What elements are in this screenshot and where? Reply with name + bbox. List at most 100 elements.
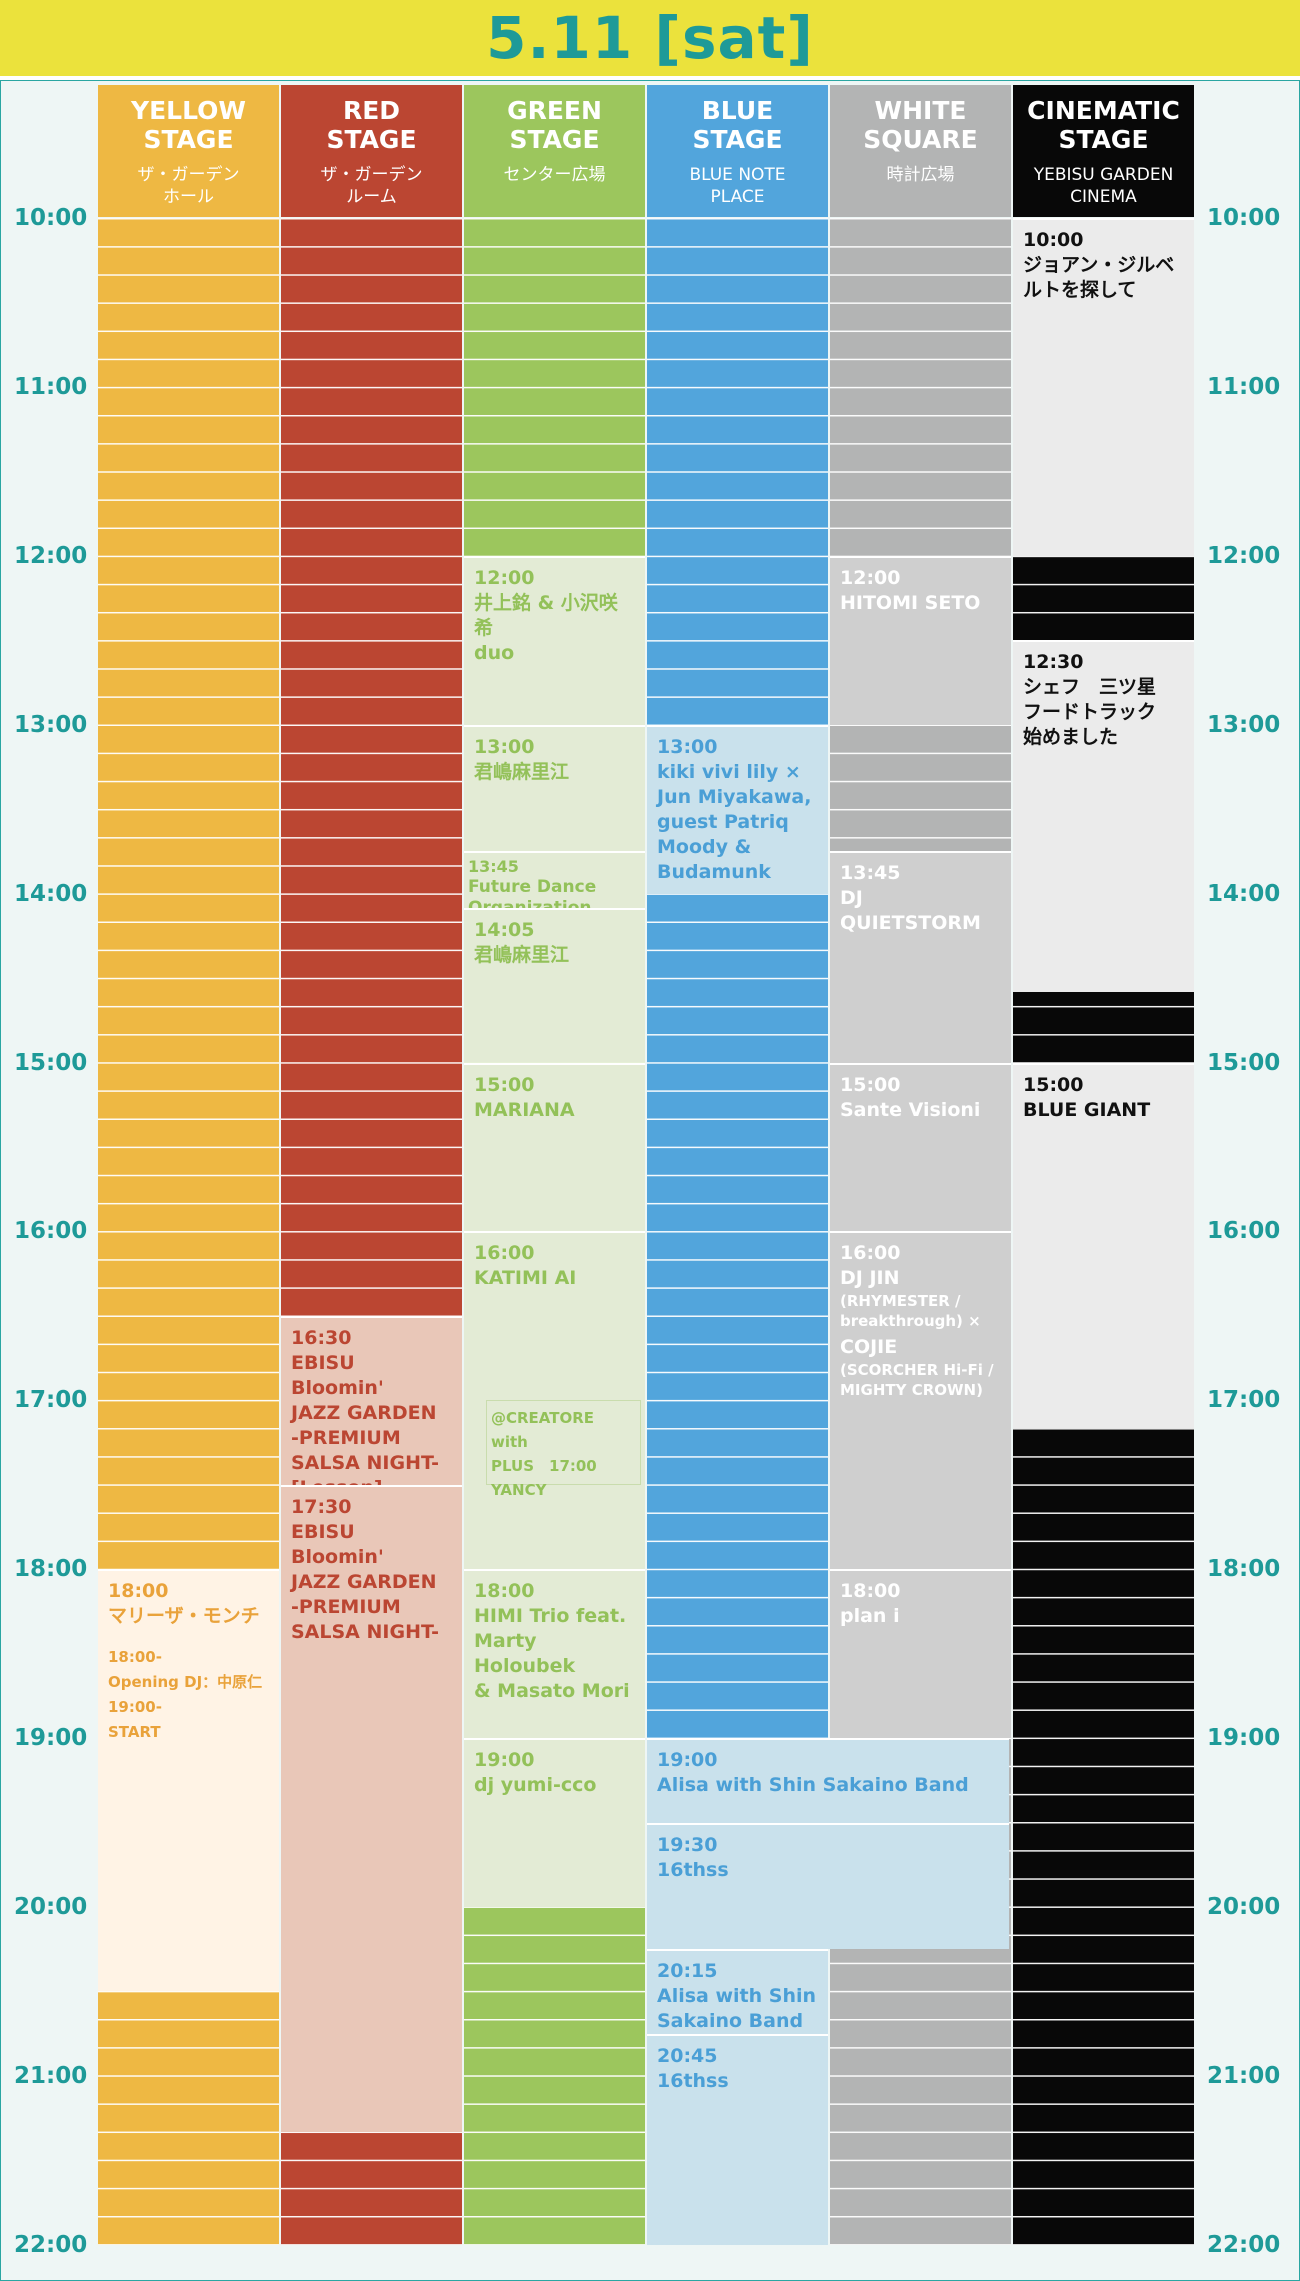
- stage-venue: センター広場: [503, 165, 606, 185]
- event-block-white[interactable]: 18:00 plan i: [830, 1569, 1011, 1739]
- event-title: dj yumi-cco: [474, 1774, 597, 1797]
- stage-venue: 時計広場: [886, 165, 955, 185]
- event-sub-box[interactable]: @CREATORE with PLUS 17:00 YANCY: [486, 1400, 641, 1499]
- event-time: 13:45: [468, 857, 519, 877]
- event-block-cinematic[interactable]: 10:00 ジョアン・ジルベ ルトを探して: [1013, 218, 1194, 556]
- time-label-right: 12:00: [1207, 542, 1281, 569]
- event-title: 16thss: [657, 1858, 729, 1881]
- event-title: シェフ 三ツ星 フードトラック 始めました: [1023, 676, 1157, 749]
- stage-name: WHITE SQUARE: [863, 96, 978, 154]
- date-banner: 5.11 [sat]: [0, 0, 1300, 76]
- event-block-white[interactable]: 16:00 DJ JIN (RHYMESTER / breakthrough) × C…: [830, 1231, 1011, 1570]
- event-title: DJ JIN: [840, 1267, 900, 1290]
- event-title: plan i: [840, 1605, 900, 1628]
- stage-header-red: RED STAGE ザ・ガーデン ルーム: [281, 85, 462, 217]
- event-time: 18:00: [840, 1580, 901, 1603]
- stage-name: CINEMATIC STAGE: [1027, 96, 1180, 154]
- date-title: 5.11 [sat]: [486, 4, 814, 72]
- event-note-2: (SCORCHER Hi-Fi / MIGHTY CROWN): [840, 1361, 994, 1400]
- event-title: EBISU Bloomin' JAZZ GARDEN -PREMIUM SALS…: [291, 1351, 440, 1485]
- event-block-blue-span[interactable]: 19:00 Alisa with Shin Sakaino Band: [647, 1738, 1009, 1823]
- event-block-cinematic[interactable]: 15:00 BLUE GIANT: [1013, 1062, 1194, 1429]
- event-title: 井上銘 & 小沢咲希 duo: [474, 591, 618, 664]
- event-time: 12:30: [1023, 651, 1084, 674]
- event-title: DJ QUIETSTORM: [840, 887, 981, 935]
- event-block-green[interactable]: 15:00 MARIANA: [464, 1062, 645, 1232]
- event-block-cinematic[interactable]: 12:30 シェフ 三ツ星 フードトラック 始めました: [1013, 640, 1194, 993]
- event-title: EBISU Bloomin' JAZZ GARDEN -PREMIUM SALS…: [291, 1520, 440, 1643]
- event-title: kiki vivi lily × Jun Miyakawa, guest Pat…: [657, 760, 812, 883]
- event-time: 20:45: [657, 2044, 718, 2067]
- event-title: HITOMI SETO: [840, 591, 981, 614]
- time-label-left: 17:00: [14, 1387, 88, 1414]
- event-title: Alisa with Shin Sakaino Band: [657, 1985, 817, 2033]
- event-title: マリーザ・モンチ: [108, 1605, 260, 1628]
- event-title-2: COJIE: [840, 1336, 898, 1359]
- stage-name: RED STAGE: [326, 96, 417, 154]
- time-label-right: 21:00: [1207, 2062, 1281, 2089]
- event-time: 12:00: [474, 566, 535, 589]
- event-block-green[interactable]: 16:00 KATIMI AI: [464, 1231, 645, 1570]
- event-time: 16:00: [840, 1242, 901, 1265]
- event-block-green[interactable]: 18:00 HIMI Trio feat. Marty Holoubek & Ma…: [464, 1569, 645, 1739]
- time-label-right: 22:00: [1207, 2231, 1281, 2258]
- event-time: 19:00: [474, 1749, 535, 1772]
- time-label-right: 20:00: [1207, 1894, 1281, 1920]
- time-label-left: 14:00: [14, 880, 88, 907]
- event-time: 15:00: [474, 1073, 535, 1096]
- time-label-left: 16:00: [14, 1218, 88, 1245]
- event-block-red[interactable]: 16:30 EBISU Bloomin' JAZZ GARDEN -PREMIUM…: [281, 1315, 462, 1485]
- stage-venue: ザ・ガーデン ルーム: [320, 165, 423, 207]
- event-title: HIMI Trio feat. Marty Holoubek & Masato …: [474, 1605, 630, 1703]
- event-time: 17:30: [291, 1495, 352, 1518]
- stage-header-white: WHITE SQUARE 時計広場: [830, 85, 1011, 217]
- stage-venue: ザ・ガーデン ホール: [137, 165, 240, 207]
- time-label-right: 17:00: [1207, 1387, 1281, 1414]
- event-block-yellow[interactable]: 18:00 マリーザ・モンチ 18:00- Opening DJ：中原仁 19:00…: [98, 1569, 279, 1992]
- event-time: 12:00: [840, 566, 901, 589]
- time-label-left: 15:00: [14, 1049, 88, 1076]
- event-time: 16:00: [474, 1242, 535, 1265]
- time-label-right: 19:00: [1207, 1725, 1281, 1752]
- event-block-red[interactable]: 17:30 EBISU Bloomin' JAZZ GARDEN -PREMIUM…: [281, 1484, 462, 2133]
- event-time: 13:00: [474, 735, 535, 758]
- time-label-right: 13:00: [1207, 711, 1281, 738]
- event-block-blue[interactable]: 13:00 kiki vivi lily × Jun Miyakawa, gues…: [647, 724, 828, 894]
- stage-header-green: GREEN STAGE センター広場: [464, 85, 645, 217]
- stage-name: BLUE STAGE: [692, 96, 783, 154]
- event-title: BLUE GIANT: [1023, 1098, 1151, 1121]
- event-time: 15:00: [840, 1073, 901, 1096]
- event-block-white[interactable]: 15:00 Sante Visioni: [830, 1062, 1011, 1232]
- event-block-white[interactable]: 12:00 HITOMI SETO: [830, 555, 1011, 725]
- event-title: MARIANA: [474, 1098, 575, 1121]
- event-title: Alisa with Shin Sakaino Band: [657, 1774, 969, 1797]
- event-title: 君嶋麻里江: [474, 760, 570, 783]
- stage-header-cinematic: CINEMATIC STAGE YEBISU GARDEN CINEMA: [1013, 85, 1194, 217]
- event-block-green[interactable]: 12:00 井上銘 & 小沢咲希 duo: [464, 555, 645, 725]
- event-block-green[interactable]: 14:05 君嶋麻里江: [464, 907, 645, 1063]
- stage-venue: YEBISU GARDEN CINEMA: [1033, 165, 1174, 207]
- time-label-left: 10:00: [14, 205, 88, 231]
- event-time: 19:30: [657, 1833, 718, 1856]
- time-label-right: 18:00: [1207, 1556, 1281, 1583]
- stage-name: GREEN STAGE: [507, 96, 602, 154]
- time-label-right: 15:00: [1207, 1049, 1281, 1076]
- event-block-green[interactable]: 19:00 dj yumi-cco: [464, 1738, 645, 1907]
- event-note: 18:00- Opening DJ：中原仁 19:00- START: [108, 1648, 263, 1742]
- event-title: Sante Visioni: [840, 1098, 981, 1121]
- event-block-green[interactable]: 13:00 君嶋麻里江: [464, 724, 645, 852]
- event-block-white[interactable]: 13:45 DJ QUIETSTORM: [830, 851, 1011, 1063]
- event-block-blue[interactable]: 20:15 Alisa with Shin Sakaino Band: [647, 1949, 828, 2034]
- event-time: 18:00: [108, 1580, 169, 1603]
- event-block-blue[interactable]: 20:45 16thss: [647, 2033, 828, 2245]
- stage-header-yellow: YELLOW STAGE ザ・ガーデン ホール: [98, 85, 279, 217]
- time-label-left: 22:00: [14, 2231, 88, 2258]
- time-label-right: 14:00: [1207, 880, 1281, 907]
- stage-header-blue: BLUE STAGE BLUE NOTE PLACE: [647, 85, 828, 217]
- event-time: 14:05: [474, 918, 535, 941]
- time-label-left: 20:00: [14, 1894, 88, 1920]
- event-note: (RHYMESTER / breakthrough) ×: [840, 1292, 981, 1331]
- event-time: 15:00: [1023, 1073, 1084, 1096]
- event-block-blue-span[interactable]: 19:30 16thss: [647, 1822, 1009, 1950]
